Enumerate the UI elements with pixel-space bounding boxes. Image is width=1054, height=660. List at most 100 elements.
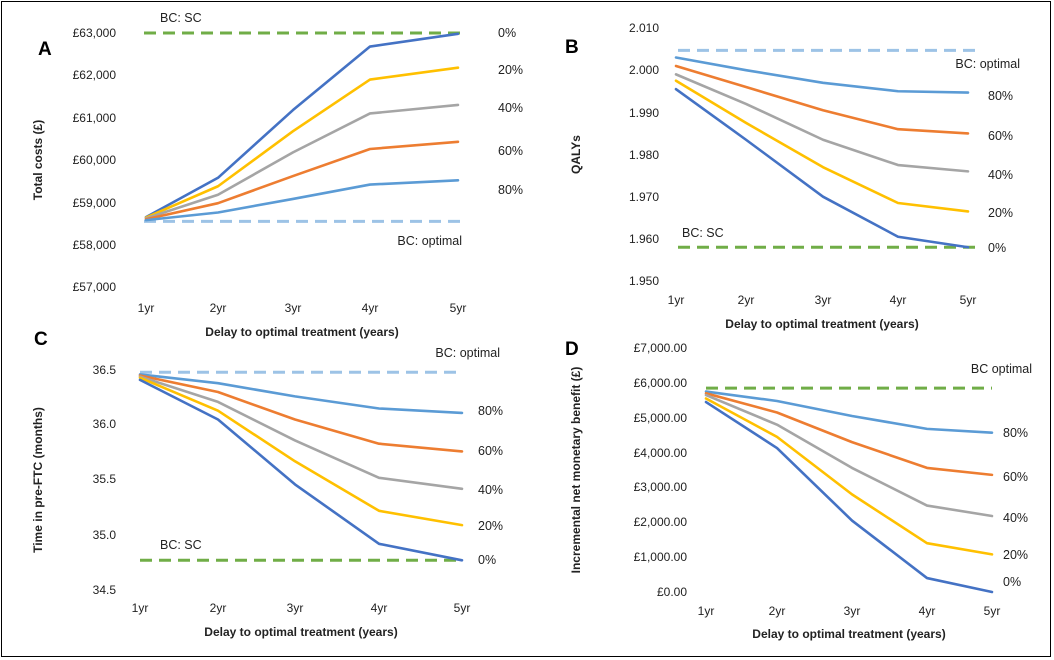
series-end-label: 20%	[498, 63, 523, 77]
y-tick-label: 34.5	[93, 583, 117, 597]
x-tick-label: 1yr	[698, 604, 715, 618]
y-tick-label: 35.5	[93, 472, 117, 486]
series-line	[138, 375, 464, 491]
x-tick-label: 4yr	[890, 293, 907, 307]
series-line	[704, 397, 994, 556]
series-end-label: 80%	[988, 89, 1013, 103]
series-line	[674, 73, 970, 173]
y-tick-label: £2,000.00	[634, 515, 688, 529]
series-end-label: 0%	[478, 553, 496, 567]
series-end-label: 40%	[1003, 511, 1028, 525]
x-tick-label: 5yr	[960, 293, 977, 307]
x-axis-title: Delay to optimal treatment (years)	[204, 625, 397, 639]
series-line	[144, 32, 460, 219]
y-tick-label: 1.990	[629, 106, 659, 120]
y-tick-label: £4,000.00	[634, 446, 688, 460]
x-tick-label: 5yr	[984, 604, 1001, 618]
y-tick-label: 1.950	[629, 274, 659, 288]
y-tick-label: £57,000	[73, 280, 117, 294]
y-tick-label: 2.000	[629, 63, 659, 77]
y-tick-label: £59,000	[73, 196, 117, 210]
series-end-label: 40%	[498, 101, 523, 115]
y-tick-label: 1.960	[629, 232, 659, 246]
series-end-label: 60%	[988, 129, 1013, 143]
series-line	[704, 390, 994, 435]
panel-letter: D	[565, 339, 579, 360]
panel-a: A Total costs (£) £57,000 £58,000 £59,000 £60…	[31, 11, 523, 339]
y-axis-title: Time in pre-FTC (months)	[31, 407, 45, 553]
series-end-label: 80%	[478, 404, 503, 418]
y-tick-label: £7,000.00	[634, 341, 688, 355]
reference-line-label: BC: optimal	[397, 234, 462, 248]
series-line	[704, 393, 994, 518]
y-axis-title: QALYs	[569, 135, 583, 174]
x-tick-label: 3yr	[844, 604, 861, 618]
y-tick-label: £58,000	[73, 238, 117, 252]
series-end-label: 80%	[1003, 426, 1028, 440]
series-end-label: 80%	[498, 183, 523, 197]
x-tick-label: 3yr	[815, 293, 832, 307]
panel-letter: C	[34, 329, 48, 350]
x-axis-title: Delay to optimal treatment (years)	[205, 325, 398, 339]
y-tick-label: 36.0	[93, 417, 117, 431]
series-line	[144, 66, 460, 219]
series-line	[138, 373, 464, 415]
series-line	[138, 374, 464, 453]
x-tick-label: 3yr	[285, 301, 302, 315]
reference-line-label: BC: SC	[160, 11, 202, 25]
x-tick-label: 2yr	[210, 301, 227, 315]
panel-letter: B	[565, 37, 579, 58]
series-line	[704, 400, 994, 594]
y-tick-label: £1,000.00	[634, 550, 688, 564]
x-tick-label: 4yr	[919, 604, 936, 618]
x-tick-label: 5yr	[454, 601, 471, 615]
series-line	[144, 179, 460, 222]
x-tick-label: 2yr	[210, 601, 227, 615]
series-line	[704, 392, 994, 477]
series-end-label: 0%	[988, 241, 1006, 255]
x-tick-label: 3yr	[287, 601, 304, 615]
panel-letter: A	[38, 39, 52, 60]
y-tick-label: £61,000	[73, 111, 117, 125]
x-tick-label: 5yr	[450, 301, 467, 315]
x-axis-title: Delay to optimal treatment (years)	[752, 627, 945, 641]
y-axis-title: Total costs (£)	[31, 120, 45, 200]
y-tick-label: £60,000	[73, 153, 117, 167]
series-end-label: 40%	[478, 483, 503, 497]
x-axis-title: Delay to optimal treatment (years)	[725, 317, 918, 331]
y-tick-label: 36.5	[93, 363, 117, 377]
x-tick-label: 2yr	[738, 293, 755, 307]
series-line	[674, 79, 970, 213]
series-end-label: 60%	[498, 144, 523, 158]
series-line	[138, 378, 464, 562]
y-tick-label: 1.970	[629, 190, 659, 204]
y-tick-label: £3,000.00	[634, 480, 688, 494]
series-line	[674, 87, 970, 249]
x-tick-label: 1yr	[668, 293, 685, 307]
series-line	[674, 56, 970, 94]
panel-b: B QALYs 1.950 1.960 1.970 1.980 1.990 2.000 2.01…	[565, 21, 1020, 331]
reference-line-label: BC: optimal	[435, 346, 500, 360]
y-tick-label: 2.010	[629, 21, 659, 35]
series-end-label: 20%	[1003, 548, 1028, 562]
x-tick-label: 2yr	[769, 604, 786, 618]
y-tick-label: £62,000	[73, 68, 117, 82]
series-end-label: 0%	[498, 26, 516, 40]
reference-line-label: BC: optimal	[955, 57, 1020, 71]
series-line	[144, 140, 460, 221]
x-tick-label: 1yr	[138, 301, 155, 315]
y-tick-label: £5,000.00	[634, 411, 688, 425]
series-end-label: 20%	[988, 206, 1013, 220]
y-tick-label: 1.980	[629, 148, 659, 162]
series-line	[674, 64, 970, 135]
series-end-label: 60%	[478, 444, 503, 458]
y-tick-label: £6,000.00	[634, 376, 688, 390]
panel-d: D Incremental net monetary benefit (£) £0.…	[565, 339, 1032, 641]
series-end-label: 0%	[1003, 575, 1021, 589]
panel-c: C Time in pre-FTC (months) 34.5 35.0 35.5 36.…	[31, 329, 503, 639]
series-end-label: 20%	[478, 519, 503, 533]
x-tick-label: 1yr	[132, 601, 149, 615]
y-tick-label: 35.0	[93, 528, 117, 542]
